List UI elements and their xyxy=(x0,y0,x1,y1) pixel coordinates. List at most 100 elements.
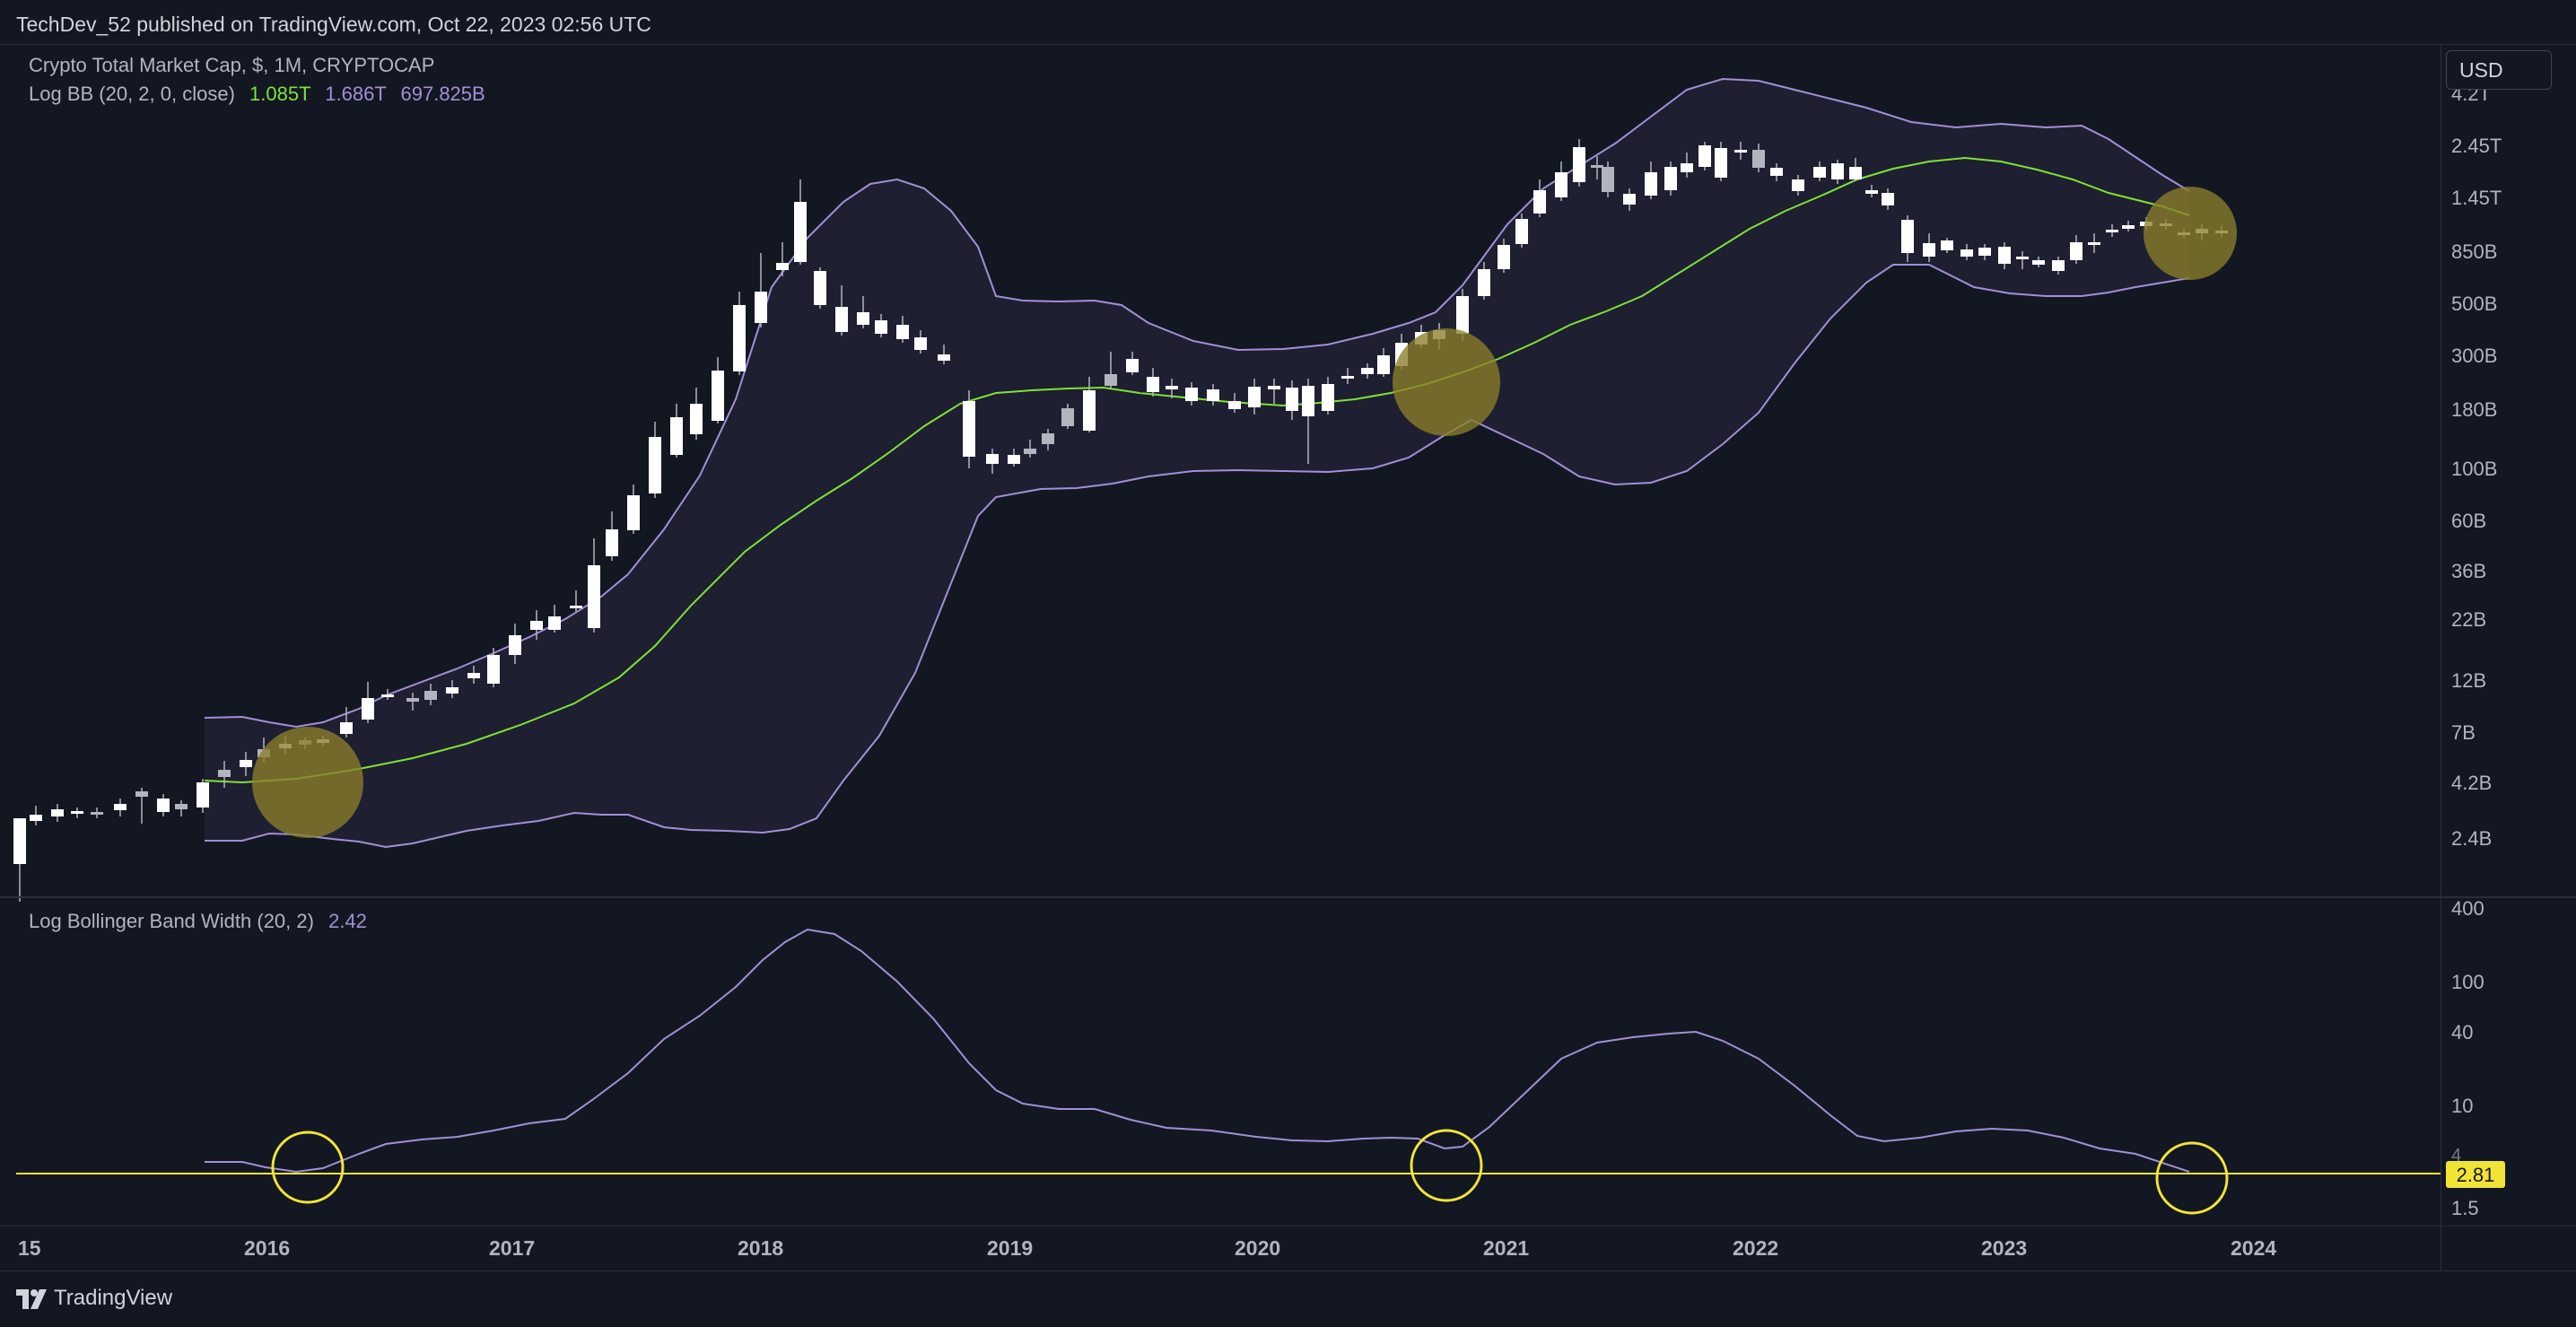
candle xyxy=(986,449,999,474)
candle xyxy=(1792,175,1804,196)
candle xyxy=(938,345,950,364)
candle xyxy=(1126,352,1139,375)
candle xyxy=(1623,188,1636,211)
bw-tick-label: 10 xyxy=(2451,1095,2473,1117)
candle xyxy=(1268,379,1280,404)
candle-body xyxy=(875,320,887,334)
candle xyxy=(1734,142,1747,160)
currency-button[interactable]: USD xyxy=(2446,50,2552,90)
candle xyxy=(196,779,209,813)
price-tick-label: 22B xyxy=(2451,608,2486,631)
candle-body xyxy=(1207,389,1219,401)
candle xyxy=(712,357,724,423)
candle xyxy=(1083,377,1096,432)
candle xyxy=(509,624,521,664)
candle-body xyxy=(1361,368,1374,374)
candle xyxy=(2122,221,2135,231)
candle-body xyxy=(467,673,480,678)
bw-circle-3 xyxy=(2155,1141,2229,1215)
candle-body xyxy=(1960,249,1973,257)
candle xyxy=(340,707,353,738)
time-tick-label: 2021 xyxy=(1483,1236,1529,1260)
candle xyxy=(1681,153,1693,178)
candle-body xyxy=(1978,248,1991,256)
bb-basis-line xyxy=(204,156,2190,784)
candle xyxy=(1042,429,1054,450)
candle-body xyxy=(690,404,703,434)
candle-body xyxy=(1302,386,1314,416)
candle-body xyxy=(487,655,500,684)
candle-body xyxy=(1268,386,1280,389)
candle-body xyxy=(1105,374,1117,386)
candle-body xyxy=(1555,172,1567,197)
candle xyxy=(606,511,618,561)
candle-body xyxy=(1478,269,1490,296)
time-tick-label: 2019 xyxy=(987,1236,1033,1260)
candle-body xyxy=(1882,193,1894,205)
candle-body xyxy=(1322,384,1334,411)
candle-body xyxy=(196,782,209,808)
time-tick-label: 15 xyxy=(18,1236,41,1260)
candle-body xyxy=(2016,257,2029,259)
candle-body xyxy=(1185,388,1198,401)
candle xyxy=(1664,162,1677,196)
bollinger-bands xyxy=(204,77,2190,849)
candle-body xyxy=(2070,242,2083,260)
highlight-circles xyxy=(252,187,2237,838)
candle xyxy=(588,538,600,633)
candle xyxy=(2070,235,2083,264)
bb-label: Log BB (20, 2, 0, close) xyxy=(29,83,235,105)
candle xyxy=(794,179,807,265)
candle xyxy=(2052,257,2065,275)
candle xyxy=(1901,215,1914,262)
candle xyxy=(175,800,188,816)
band-width-panel: 2.81 xyxy=(16,928,2505,1215)
price-tick-label: 60B xyxy=(2451,510,2486,532)
candle-body xyxy=(914,337,927,350)
candle xyxy=(1228,393,1241,413)
candle-body xyxy=(1831,163,1844,179)
candle xyxy=(1207,384,1219,406)
candle-body xyxy=(1147,377,1159,392)
candle xyxy=(1831,160,1844,184)
header-divider xyxy=(0,44,2576,45)
candle-body xyxy=(1734,150,1747,153)
candle xyxy=(362,682,374,723)
time-tick-label: 2016 xyxy=(244,1236,290,1260)
candle-body xyxy=(13,818,26,864)
chart-svg[interactable]: 2.81 4.2T2.45T1.45T850B500B300B180B100B6… xyxy=(0,45,2576,1270)
candle xyxy=(548,605,561,633)
candle-body xyxy=(1061,408,1074,426)
candle xyxy=(1573,139,1585,187)
candle xyxy=(1061,404,1074,429)
candle xyxy=(1813,162,1826,181)
candle-body xyxy=(1341,376,1354,379)
chart-area[interactable]: 2.81 4.2T 2.45T 1.45T 850B 500B 300B 180B 100B 6… xyxy=(0,45,2576,1270)
footer: TradingView xyxy=(0,1270,2576,1327)
candle xyxy=(1147,368,1159,397)
candle xyxy=(1715,142,1727,181)
candle-body xyxy=(1813,167,1826,178)
candle-body xyxy=(157,799,170,812)
highlight-circle-1 xyxy=(252,727,363,838)
candle-body xyxy=(1377,355,1390,374)
candle xyxy=(13,818,26,902)
panel-divider xyxy=(0,896,2576,898)
candle-body xyxy=(986,454,999,464)
candle-body xyxy=(2052,260,2065,271)
candle xyxy=(1322,377,1334,415)
candle-body xyxy=(218,770,231,777)
bb-legend-row: Log BB (20, 2, 0, close) 1.085T 1.686T 6… xyxy=(29,83,485,106)
candle-body xyxy=(1166,386,1178,389)
candle-body xyxy=(1008,455,1020,464)
candle-body xyxy=(91,812,103,815)
time-tick-label: 2022 xyxy=(1733,1236,1778,1260)
candle-body xyxy=(1715,148,1727,178)
candle-body xyxy=(1849,167,1862,179)
candle-body xyxy=(1602,167,1614,192)
candle-body xyxy=(1998,247,2011,264)
candle-body xyxy=(712,371,724,421)
candle-body xyxy=(857,312,869,325)
candle xyxy=(1645,162,1657,199)
candle-body xyxy=(406,698,419,702)
